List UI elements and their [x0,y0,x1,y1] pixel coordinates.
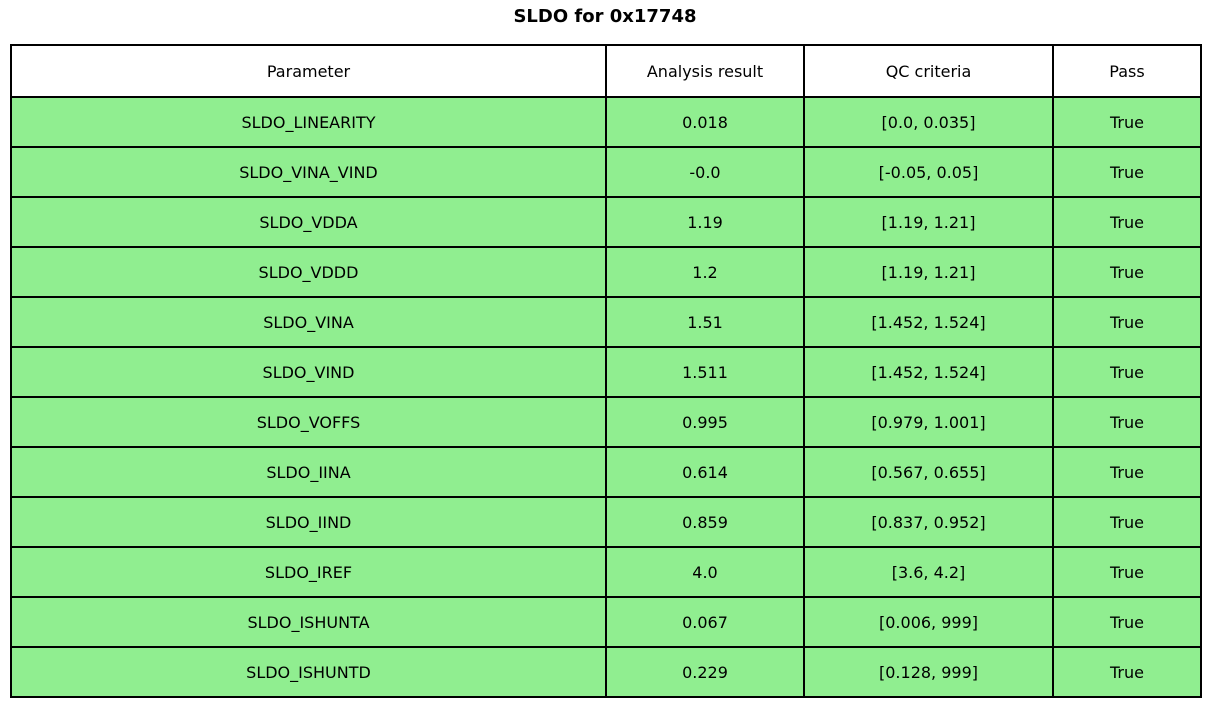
parameter-cell: SLDO_VDDA [10,196,607,248]
pass-cell: True [1052,146,1202,198]
analysis-result-cell: 4.0 [605,546,805,598]
qc-criteria-cell: [1.452, 1.524] [803,296,1054,348]
pass-cell: True [1052,496,1202,548]
pass-cell: True [1052,546,1202,598]
qc-criteria-cell: [1.19, 1.21] [803,196,1054,248]
qc-criteria-cell: [3.6, 4.2] [803,546,1054,598]
analysis-result-cell: -0.0 [605,146,805,198]
qc-results-table: Parameter Analysis result QC criteria Pass … [10,44,1202,698]
table-row: SLDO_VINA_VIND -0.0 [-0.05, 0.05] True [10,146,1202,198]
pass-cell: True [1052,196,1202,248]
pass-cell: True [1052,446,1202,498]
analysis-result-cell: 1.511 [605,346,805,398]
pass-cell: True [1052,96,1202,148]
table-row: SLDO_IINA 0.614 [0.567, 0.655] True [10,446,1202,498]
pass-cell: True [1052,646,1202,698]
table-header-row: Parameter Analysis result QC criteria Pass [10,44,1202,98]
column-header-qc-criteria: QC criteria [803,44,1054,98]
analysis-result-cell: 1.19 [605,196,805,248]
analysis-result-cell: 0.067 [605,596,805,648]
analysis-result-cell: 0.995 [605,396,805,448]
qc-criteria-cell: [1.452, 1.524] [803,346,1054,398]
qc-criteria-cell: [0.0, 0.035] [803,96,1054,148]
pass-cell: True [1052,346,1202,398]
table-row: SLDO_ISHUNTA 0.067 [0.006, 999] True [10,596,1202,648]
table-row: SLDO_VINA 1.51 [1.452, 1.524] True [10,296,1202,348]
parameter-cell: SLDO_IIND [10,496,607,548]
parameter-cell: SLDO_IINA [10,446,607,498]
qc-criteria-cell: [0.567, 0.655] [803,446,1054,498]
qc-criteria-cell: [0.979, 1.001] [803,396,1054,448]
table-row: SLDO_IREF 4.0 [3.6, 4.2] True [10,546,1202,598]
pass-cell: True [1052,396,1202,448]
page-title: SLDO for 0x17748 [513,6,697,27]
table-row: SLDO_VDDA 1.19 [1.19, 1.21] True [10,196,1202,248]
parameter-cell: SLDO_VINA [10,296,607,348]
table-row: SLDO_IIND 0.859 [0.837, 0.952] True [10,496,1202,548]
analysis-result-cell: 0.859 [605,496,805,548]
table-row: SLDO_LINEARITY 0.018 [0.0, 0.035] True [10,96,1202,148]
qc-criteria-cell: [1.19, 1.21] [803,246,1054,298]
column-header-parameter: Parameter [10,44,607,98]
pass-cell: True [1052,596,1202,648]
analysis-result-cell: 1.51 [605,296,805,348]
column-header-pass: Pass [1052,44,1202,98]
parameter-cell: SLDO_LINEARITY [10,96,607,148]
analysis-result-cell: 0.018 [605,96,805,148]
column-header-analysis-result: Analysis result [605,44,805,98]
analysis-result-cell: 1.2 [605,246,805,298]
qc-criteria-cell: [0.006, 999] [803,596,1054,648]
parameter-cell: SLDO_ISHUNTD [10,646,607,698]
table-row: SLDO_VDDD 1.2 [1.19, 1.21] True [10,246,1202,298]
parameter-cell: SLDO_VIND [10,346,607,398]
qc-criteria-cell: [-0.05, 0.05] [803,146,1054,198]
analysis-result-cell: 0.229 [605,646,805,698]
qc-criteria-cell: [0.837, 0.952] [803,496,1054,548]
qc-criteria-cell: [0.128, 999] [803,646,1054,698]
table-row: SLDO_VOFFS 0.995 [0.979, 1.001] True [10,396,1202,448]
parameter-cell: SLDO_IREF [10,546,607,598]
pass-cell: True [1052,246,1202,298]
parameter-cell: SLDO_VINA_VIND [10,146,607,198]
parameter-cell: SLDO_ISHUNTA [10,596,607,648]
analysis-result-cell: 0.614 [605,446,805,498]
parameter-cell: SLDO_VDDD [10,246,607,298]
table-row: SLDO_VIND 1.511 [1.452, 1.524] True [10,346,1202,398]
parameter-cell: SLDO_VOFFS [10,396,607,448]
table-row: SLDO_ISHUNTD 0.229 [0.128, 999] True [10,646,1202,698]
pass-cell: True [1052,296,1202,348]
